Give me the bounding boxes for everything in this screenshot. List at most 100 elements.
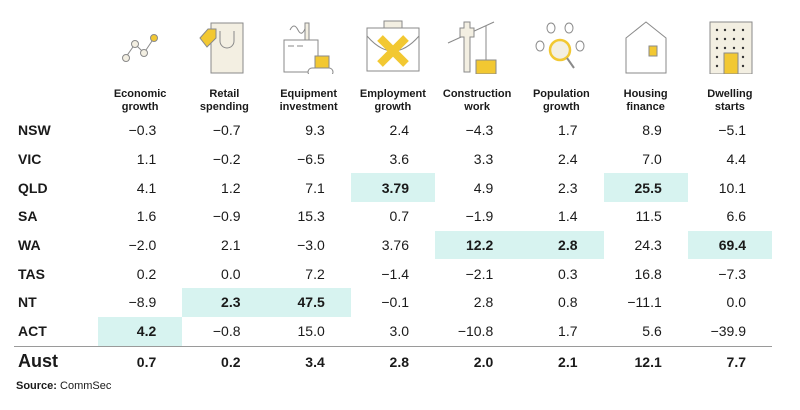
table-cell: 0.3: [558, 265, 578, 282]
table-cell: −0.2: [212, 151, 241, 168]
table-cell: −5.1: [718, 122, 746, 139]
table-cell: −11.1: [627, 294, 662, 311]
table-row: WA −2.0 2.1 −3.0 3.76 12.2 2.8 24.3 69.4: [14, 230, 772, 260]
table-cell: 0.7: [98, 345, 183, 377]
population-search-icon: [519, 8, 603, 74]
table-cell: −39.9: [710, 323, 746, 340]
table-cell: −1.4: [381, 265, 409, 282]
table-cell: 8.9: [642, 122, 662, 139]
table-cell: 15.3: [297, 208, 325, 225]
table-cell: 1.7: [558, 323, 578, 340]
highlighted-cell: 25.5: [603, 173, 688, 203]
table-cell: 15.0: [297, 323, 325, 340]
table-row: ACT 4.2 −0.8 15.0 3.0 −10.8 1.7 5.6 −39.9: [14, 316, 772, 346]
source-note: Source: CommSec: [16, 380, 111, 392]
table-cell: −4.3: [465, 122, 494, 139]
column-header: Equipment investment: [279, 88, 338, 113]
row-label: SA: [18, 208, 38, 225]
row-label: VIC: [18, 151, 42, 168]
table-cell: −2.0: [128, 237, 157, 254]
table-row: TAS 0.2 0.0 7.2 −1.4 −2.1 0.3 16.8 −7.3: [14, 259, 772, 288]
total-row: Aust 0.7 0.2 3.4 2.8 2.0 2.1 12.1 7.7: [14, 345, 772, 377]
icon-row: [98, 8, 772, 74]
table-cell: 10.1: [718, 179, 746, 196]
table-cell: 2.4: [558, 151, 578, 168]
table-cell: 1.2: [221, 179, 241, 196]
table-cell: 4.1: [136, 179, 157, 196]
table-cell: 11.5: [635, 208, 662, 225]
table-cell: −0.3: [128, 122, 157, 139]
table-cell: 1.6: [136, 208, 157, 225]
column-header: Population growth: [532, 88, 590, 113]
factory-icon: [267, 8, 351, 74]
table-cell: 3.76: [381, 237, 409, 254]
line-chart-icon: [98, 8, 182, 74]
table-cell: 1.1: [136, 151, 157, 168]
state-economy-table: Economic growth Retail spending Equipment …: [14, 84, 772, 377]
row-label: TAS: [18, 265, 45, 282]
table-row: VIC 1.1 −0.2 −6.5 3.6 3.3 2.4 7.0 4.4: [14, 145, 772, 174]
row-label: WA: [18, 237, 41, 254]
source-value: CommSec: [60, 380, 112, 392]
house-icon: [604, 8, 688, 74]
row-label: Aust: [14, 345, 98, 377]
table-cell: 2.8: [473, 294, 494, 311]
table-cell: 5.6: [642, 323, 662, 340]
table-cell: 2.1: [519, 345, 604, 377]
table-cell: −0.1: [381, 294, 409, 311]
table-cell: 2.4: [389, 122, 409, 139]
table-cell: 0.2: [182, 345, 267, 377]
table-cell: 2.8: [350, 345, 435, 377]
table-cell: −0.7: [212, 122, 241, 139]
table-cell: 7.2: [305, 265, 325, 282]
source-label: Source:: [16, 380, 57, 392]
column-header: Housing finance: [623, 88, 668, 113]
row-label: ACT: [18, 323, 47, 340]
table-cell: 6.6: [726, 208, 746, 225]
table-cell: 3.6: [389, 151, 409, 168]
table-cell: 3.4: [266, 345, 351, 377]
table-cell: 0.7: [389, 208, 409, 225]
table-row: SA 1.6 −0.9 15.3 0.7 −1.9 1.4 11.5 6.6: [14, 202, 772, 231]
highlighted-cell: 2.8: [519, 230, 604, 260]
column-header: Dwelling starts: [707, 88, 753, 113]
table-cell: 7.1: [305, 179, 325, 196]
table-cell: 1.4: [558, 208, 578, 225]
table-cell: −2.1: [465, 265, 494, 282]
briefcase-icon: [351, 8, 435, 74]
table-cell: −0.8: [212, 323, 241, 340]
table-cell: −1.9: [465, 208, 494, 225]
highlighted-cell: 47.5: [266, 288, 351, 317]
highlighted-cell: 12.2: [435, 230, 520, 260]
apartment-building-icon: [688, 8, 772, 74]
column-header: Employment growth: [359, 88, 426, 113]
table-cell: 0.0: [221, 265, 241, 282]
table-cell: 4.9: [473, 179, 494, 196]
crane-icon: [435, 8, 519, 74]
table-cell: 2.1: [221, 237, 241, 254]
shopping-bag-icon: [182, 8, 266, 74]
table-cell: 16.8: [634, 265, 662, 282]
row-label: NSW: [18, 122, 51, 139]
table-cell: 12.1: [603, 345, 688, 377]
table-row: NSW −0.3 −0.7 9.3 2.4 −4.3 1.7 8.9 −5.1: [14, 116, 772, 145]
table-cell: 24.3: [634, 237, 662, 254]
table-cell: 3.0: [389, 323, 409, 340]
column-header: Retail spending: [199, 88, 249, 113]
table-cell: 0.0: [726, 294, 746, 311]
table-cell: 3.3: [473, 151, 494, 168]
table-cell: 1.7: [558, 122, 578, 139]
table-cell: 7.0: [642, 151, 662, 168]
highlighted-cell: 3.79: [350, 173, 435, 203]
table-row: NT −8.9 2.3 47.5 −0.1 2.8 0.8 −11.1 0.0: [14, 288, 772, 317]
highlighted-cell: 4.2: [98, 316, 183, 346]
table-cell: −8.9: [128, 294, 157, 311]
table-cell: −6.5: [297, 151, 325, 168]
table-cell: 2.3: [558, 179, 578, 196]
table-cell: −0.9: [212, 208, 241, 225]
table-row: QLD 4.1 1.2 7.1 3.79 4.9 2.3 25.5 10.1: [14, 173, 772, 203]
table-cell: 9.3: [305, 122, 325, 139]
highlighted-cell: 2.3: [182, 288, 267, 317]
column-header: Construction work: [442, 88, 512, 113]
table-cell: −3.0: [297, 237, 325, 254]
